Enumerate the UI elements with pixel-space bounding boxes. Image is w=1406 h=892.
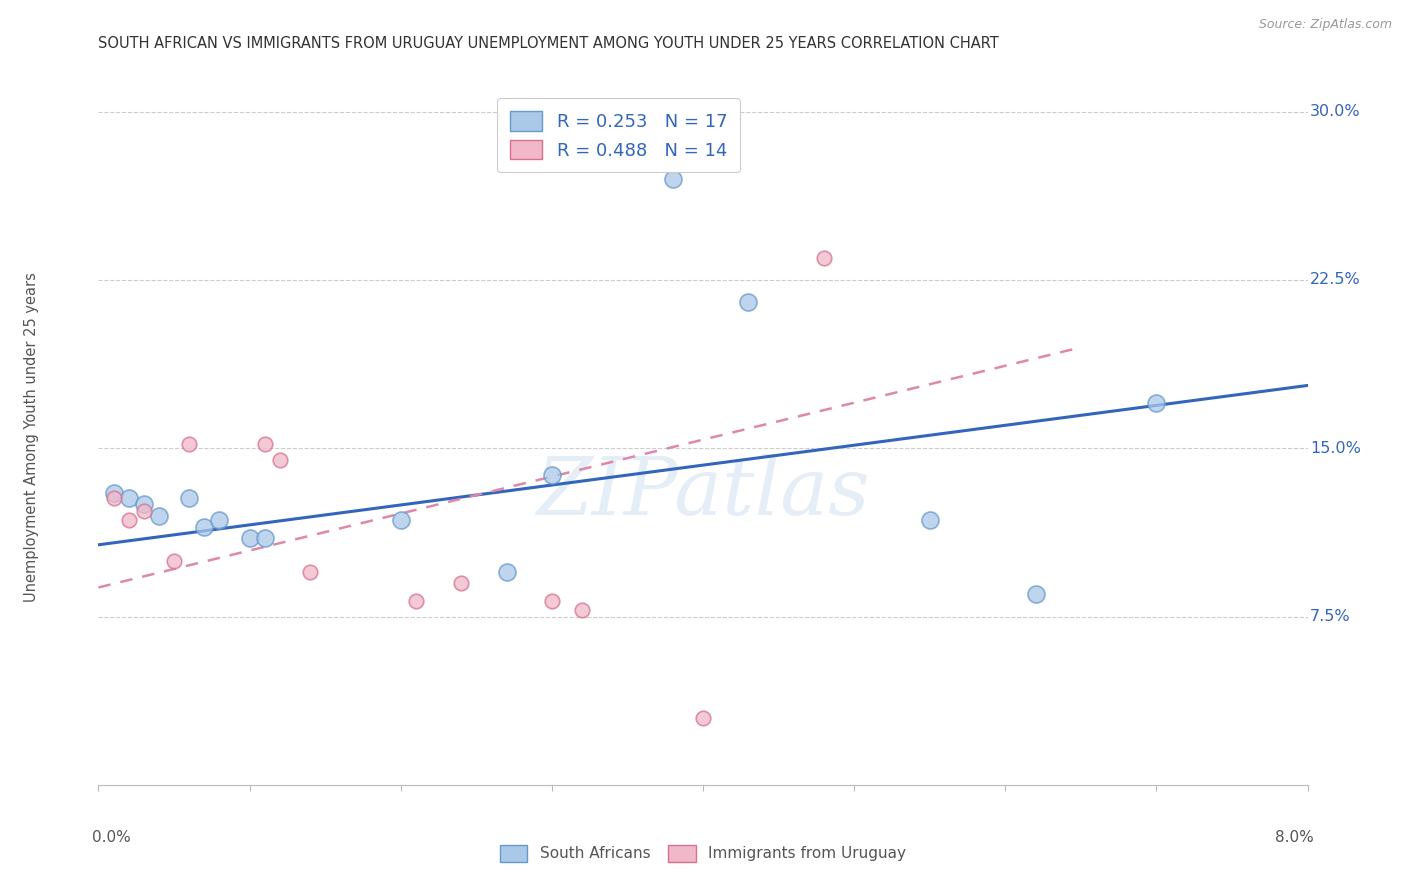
Text: 0.0%: 0.0%: [93, 830, 131, 846]
Point: [148, 508, 170, 523]
Point: [571, 603, 593, 617]
Point: [118, 491, 141, 505]
Point: [813, 251, 835, 265]
Point: [193, 520, 215, 534]
Text: 22.5%: 22.5%: [1310, 272, 1361, 287]
Point: [179, 491, 201, 505]
Point: [239, 531, 262, 545]
Point: [179, 437, 201, 451]
Point: [253, 437, 276, 451]
Point: [132, 504, 155, 518]
Point: [103, 491, 125, 505]
Point: [269, 452, 291, 467]
Text: 8.0%: 8.0%: [1275, 830, 1313, 846]
Point: [918, 513, 941, 527]
Text: Source: ZipAtlas.com: Source: ZipAtlas.com: [1258, 18, 1392, 31]
Point: [692, 711, 714, 725]
Text: 30.0%: 30.0%: [1310, 104, 1361, 120]
Point: [118, 513, 141, 527]
Point: [389, 513, 412, 527]
Point: [1024, 587, 1046, 601]
Point: [540, 594, 562, 608]
Point: [405, 594, 427, 608]
Point: [132, 497, 155, 511]
Point: [1144, 396, 1167, 410]
Text: SOUTH AFRICAN VS IMMIGRANTS FROM URUGUAY UNEMPLOYMENT AMONG YOUTH UNDER 25 YEARS: SOUTH AFRICAN VS IMMIGRANTS FROM URUGUAY…: [98, 36, 1000, 51]
Text: Unemployment Among Youth under 25 years: Unemployment Among Youth under 25 years: [24, 272, 39, 602]
Point: [253, 531, 276, 545]
Legend: South Africans, Immigrants from Uruguay: South Africans, Immigrants from Uruguay: [494, 838, 912, 868]
Point: [299, 565, 322, 579]
Point: [208, 513, 231, 527]
Point: [661, 172, 683, 186]
Point: [103, 486, 125, 500]
Point: [495, 565, 517, 579]
Point: [163, 553, 186, 567]
Text: 7.5%: 7.5%: [1310, 609, 1351, 624]
Point: [540, 468, 562, 483]
Point: [737, 295, 759, 310]
Text: 15.0%: 15.0%: [1310, 441, 1361, 456]
Point: [450, 576, 472, 591]
Text: ZIPatlas: ZIPatlas: [536, 454, 870, 532]
